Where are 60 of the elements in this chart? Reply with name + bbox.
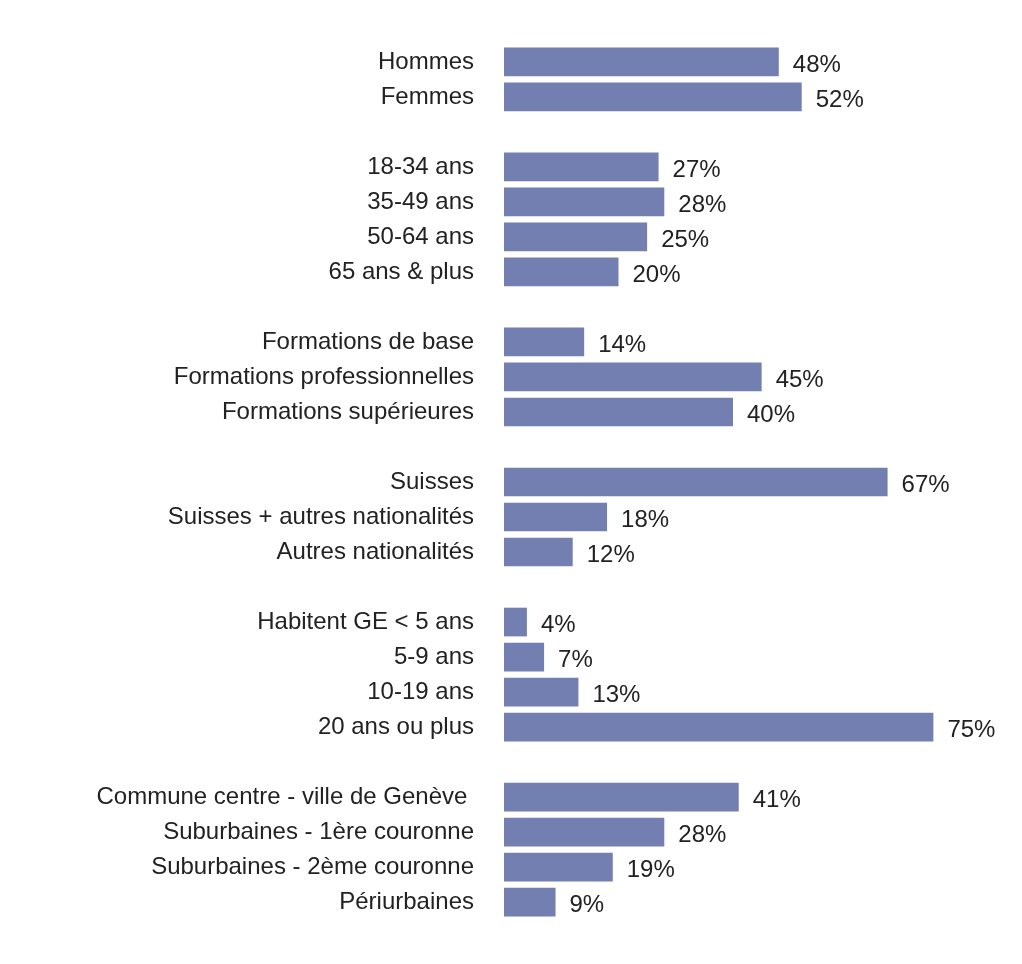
data-label: 28% — [678, 819, 727, 847]
data-label: 67% — [901, 469, 950, 497]
bar — [504, 782, 739, 812]
data-label: 13% — [592, 679, 641, 707]
bar — [504, 362, 762, 392]
bar — [504, 502, 608, 532]
bar — [504, 887, 556, 917]
data-label: 19% — [626, 854, 675, 882]
y-tick-label: Formations supérieures — [221, 396, 474, 424]
y-tick-label: 5-9 ans — [393, 641, 474, 669]
data-label: 18% — [621, 504, 670, 532]
bar — [504, 607, 527, 637]
data-label: 9% — [569, 889, 605, 917]
y-tick-label: Formations professionnelles — [173, 361, 474, 389]
bar — [504, 187, 665, 217]
data-label: 7% — [558, 644, 593, 672]
bar — [504, 222, 648, 252]
bar — [504, 82, 802, 112]
y-tick-label: 35-49 ans — [367, 186, 474, 214]
data-label: 12% — [586, 539, 635, 567]
y-tick-label: 65 ans & plus — [328, 256, 474, 284]
bar — [504, 677, 579, 707]
data-label: 75% — [947, 714, 996, 742]
data-label: 25% — [661, 224, 710, 252]
bar — [504, 257, 619, 287]
bar — [504, 397, 733, 427]
bar — [504, 537, 573, 567]
y-tick-label: Formations de base — [261, 326, 474, 354]
y-tick-label: 20 ans ou plus — [317, 711, 474, 739]
bar — [504, 817, 665, 847]
data-label: 48% — [792, 49, 841, 77]
bar — [504, 152, 659, 182]
y-tick-label: Commune centre - ville de Genève — [96, 781, 474, 809]
y-tick-label: Suisses — [389, 466, 474, 494]
bar — [504, 467, 888, 497]
data-label: 41% — [752, 784, 801, 812]
data-label: 45% — [775, 364, 824, 392]
bar — [504, 712, 934, 742]
bar — [504, 852, 613, 882]
y-tick-label: Suisses + autres nationalités — [167, 501, 474, 529]
y-tick-label: Autres nationalités — [276, 536, 474, 564]
data-label: 40% — [747, 399, 796, 427]
data-label: 4% — [540, 609, 576, 637]
y-tick-label: 18-34 ans — [367, 151, 474, 179]
data-label: 20% — [632, 259, 681, 287]
data-label: 28% — [678, 189, 727, 217]
bar — [504, 642, 545, 672]
y-tick-label: Suburbaines - 1ère couronne — [163, 816, 474, 844]
y-tick-label: 50-64 ans — [367, 221, 474, 249]
y-tick-label: Suburbaines - 2ème couronne — [151, 851, 474, 879]
bar — [504, 327, 585, 357]
data-label: 14% — [598, 329, 647, 357]
y-tick-label: Habitent GE < 5 ans — [257, 606, 474, 634]
y-tick-label: 10-19 ans — [367, 676, 474, 704]
data-label: 27% — [672, 154, 721, 182]
y-tick-label: Hommes — [377, 46, 474, 74]
data-label: 52% — [815, 84, 864, 112]
bar — [504, 47, 779, 77]
y-tick-label: Périurbaines — [339, 886, 474, 914]
y-tick-label: Femmes — [380, 81, 474, 109]
